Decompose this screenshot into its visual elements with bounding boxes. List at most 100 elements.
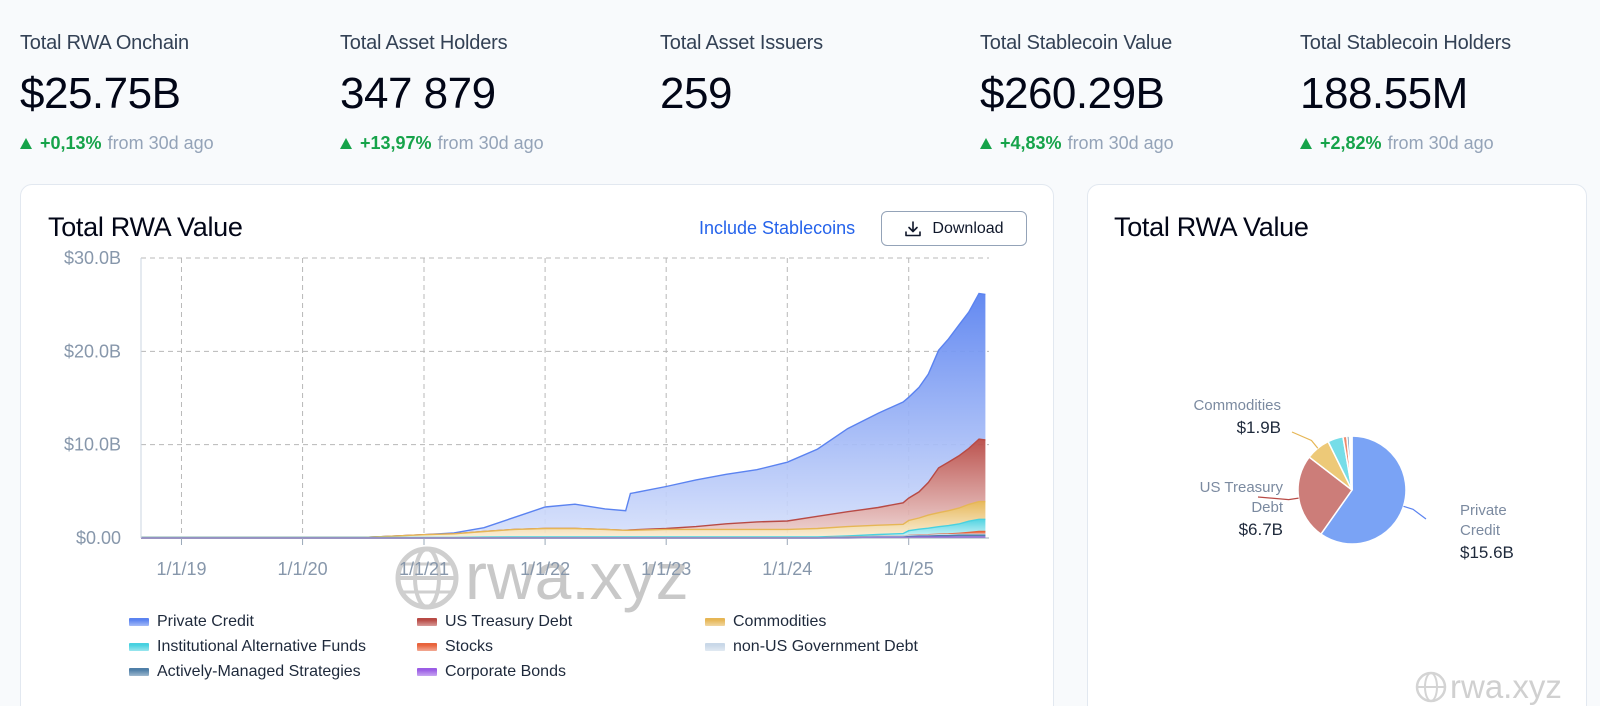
- legend-label: non-US Government Debt: [733, 638, 918, 655]
- legend-label: Institutional Alternative Funds: [157, 638, 367, 655]
- pie-slice-label: Debt: [1251, 499, 1284, 516]
- stacked-area-chart[interactable]: rwa.xyz $0.00 $10.0B $20.0B $30.0B 1/1/19 1/1…: [21, 235, 1051, 645]
- x-tick-label: 1/1/20: [278, 559, 328, 579]
- pie-slices: [1297, 435, 1407, 545]
- legend-item-private-credit[interactable]: Private Credit: [129, 613, 254, 631]
- arrow-up-icon: [980, 138, 992, 149]
- x-tick-label: 1/1/25: [884, 559, 934, 579]
- legend-label: Commodities: [733, 613, 827, 630]
- stat-label: Total Asset Holders: [340, 32, 508, 54]
- y-tick-label: $30.0B: [64, 248, 121, 268]
- stat-total-stablecoin-value: Total Stablecoin Value $260.29B +4,83% f…: [980, 32, 1280, 154]
- legend-swatch: [129, 668, 149, 676]
- legend-swatch: [417, 643, 437, 651]
- legend-item-non-us-government-debt[interactable]: non-US Government Debt: [705, 638, 918, 656]
- stat-change-percent: +0,13%: [40, 133, 102, 153]
- pie-slice-corporate-bonds: [1349, 435, 1353, 491]
- watermark-text: rwa.xyz: [465, 539, 689, 613]
- stat-label: Total RWA Onchain: [20, 32, 189, 54]
- legend-swatch: [705, 618, 725, 626]
- legend-label: Corporate Bonds: [445, 663, 566, 680]
- arrow-up-icon: [340, 138, 352, 149]
- pie-leader-line: [1257, 496, 1299, 501]
- pie-slice-label: Commodities: [1193, 397, 1281, 414]
- stat-label: Total Stablecoin Holders: [1300, 32, 1511, 54]
- legend-label: Actively-Managed Strategies: [157, 663, 361, 680]
- rwa-value-pie-card: Total RWA Value Private Credit $15.6B US Tr…: [1087, 184, 1587, 706]
- stat-value: $25.75B: [20, 69, 181, 118]
- stat-change-percent: +4,83%: [1000, 133, 1062, 153]
- x-tick-label: 1/1/19: [156, 559, 206, 579]
- stats-row: Total RWA Onchain $25.75B +0,13% from 30…: [0, 0, 1600, 180]
- pie-leader-line: [1291, 431, 1319, 449]
- chart-title: Total RWA Value: [48, 212, 243, 242]
- legend-item-us-treasury-debt[interactable]: US Treasury Debt: [417, 613, 572, 631]
- pie-slice-label: US Treasury: [1200, 479, 1284, 496]
- stat-total-rwa-onchain: Total RWA Onchain $25.75B +0,13% from 30…: [20, 32, 320, 154]
- stat-change-percent: +13,97%: [360, 133, 432, 153]
- legend-label: US Treasury Debt: [445, 613, 573, 630]
- globe-icon: [395, 546, 459, 610]
- x-tick-label: 1/1/21: [399, 559, 449, 579]
- include-stablecoins-toggle[interactable]: Include Stablecoins: [699, 218, 856, 238]
- arrow-up-icon: [1300, 138, 1312, 149]
- stat-value: 347 879: [340, 69, 496, 118]
- stat-value: 188.55M: [1300, 69, 1468, 118]
- stat-change-percent: +2,82%: [1320, 133, 1382, 153]
- pie-watermark: rwa.xyz: [1415, 668, 1562, 705]
- download-button[interactable]: Download: [881, 211, 1027, 246]
- legend-label: Private Credit: [157, 613, 254, 630]
- stat-change-period: from 30d ago: [107, 133, 214, 153]
- legend-item-actively-managed-strategies[interactable]: Actively-Managed Strategies: [129, 663, 361, 681]
- y-tick-label: $20.0B: [64, 341, 121, 361]
- legend-item-corporate-bonds[interactable]: Corporate Bonds: [417, 663, 566, 681]
- legend-label: Stocks: [445, 638, 494, 655]
- stat-value: $260.29B: [980, 69, 1165, 118]
- stat-total-asset-issuers: Total Asset Issuers 259: [660, 32, 960, 119]
- legend-swatch: [129, 618, 149, 626]
- stat-change: +13,97% from 30d ago: [340, 133, 640, 154]
- pie-chart[interactable]: Private Credit $15.6B US Treasury Debt $6.7B C…: [1088, 185, 1586, 706]
- pie-slice-us-treasury-debt: [1297, 456, 1354, 536]
- pie-slice-label: Private: [1460, 502, 1507, 519]
- rwa-value-chart-card: Total RWA Value Include Stablecoins Down…: [20, 184, 1054, 706]
- x-tick-label: 1/1/22: [520, 559, 570, 579]
- legend-swatch: [129, 643, 149, 651]
- axis-layer: $0.00 $10.0B $20.0B $30.0B 1/1/19 1/1/20 1/1/2…: [64, 248, 989, 579]
- stat-total-stablecoin-holders: Total Stablecoin Holders 188.55M +2,82% …: [1300, 32, 1600, 154]
- stat-change-period: from 30d ago: [1067, 133, 1174, 153]
- area-commodities: [141, 501, 986, 538]
- legend-item-institutional-alternative-funds[interactable]: Institutional Alternative Funds: [129, 638, 366, 656]
- stat-value: 259: [660, 69, 732, 118]
- globe-icon: [1415, 671, 1447, 703]
- pie-title: Total RWA Value: [1114, 212, 1309, 242]
- stat-change: +0,13% from 30d ago: [20, 133, 320, 154]
- line-commodities: [141, 500, 986, 539]
- y-tick-label: $0.00: [76, 528, 121, 548]
- pie-slice-value: $15.6B: [1460, 543, 1514, 562]
- arrow-up-icon: [20, 138, 32, 149]
- pie-slice-value: $1.9B: [1237, 418, 1281, 437]
- download-icon: [905, 220, 922, 236]
- pie-leader-line: [1403, 505, 1427, 520]
- stat-label: Total Asset Issuers: [660, 32, 823, 54]
- pie-slice-private-credit: [1319, 435, 1407, 545]
- stat-change-period: from 30d ago: [1387, 133, 1494, 153]
- stat-change: +4,83% from 30d ago: [980, 133, 1280, 154]
- watermark-text: rwa.xyz: [1450, 668, 1562, 705]
- legend-item-stocks[interactable]: Stocks: [417, 638, 493, 656]
- pie-slice-label: Credit: [1460, 522, 1501, 539]
- x-tick-label: 1/1/24: [762, 559, 812, 579]
- legend-item-commodities[interactable]: Commodities: [705, 613, 826, 631]
- legend-swatch: [417, 618, 437, 626]
- download-label: Download: [932, 219, 1004, 237]
- stat-change: +2,82% from 30d ago: [1300, 133, 1600, 154]
- x-tick-label: 1/1/23: [641, 559, 691, 579]
- y-tick-label: $10.0B: [64, 435, 121, 455]
- pie-slice-value: $6.7B: [1239, 520, 1283, 539]
- chart-watermark: rwa.xyz: [395, 539, 689, 613]
- legend-swatch: [705, 643, 725, 651]
- stat-total-asset-holders: Total Asset Holders 347 879 +13,97% from…: [340, 32, 640, 154]
- legend-swatch: [417, 668, 437, 676]
- stat-label: Total Stablecoin Value: [980, 32, 1173, 54]
